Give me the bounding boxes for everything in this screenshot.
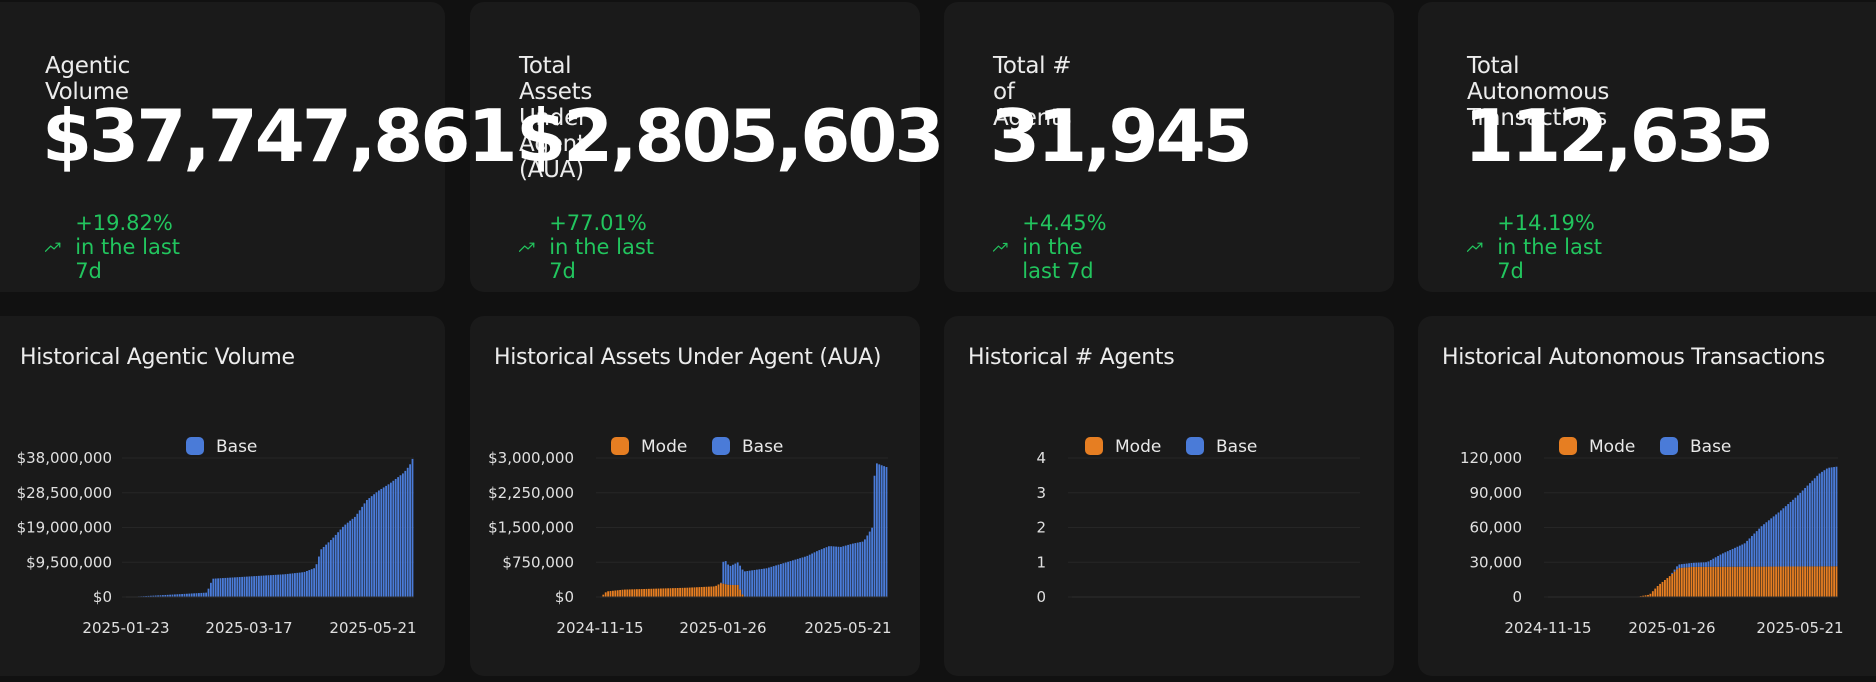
chart-title: Historical Autonomous Transactions xyxy=(1442,345,1825,370)
stat-title: Total Assets Under Agent (AUA) xyxy=(519,53,593,183)
stat-change: +77.01% in the last 7d xyxy=(519,211,665,283)
trending-up-icon xyxy=(993,242,1008,252)
stat-value: $2,805,603 xyxy=(516,94,944,178)
stat-change-text: +77.01% in the last 7d xyxy=(549,211,655,283)
stat-title: Total # of Agents xyxy=(993,53,1072,131)
chart-card-transactions xyxy=(1418,316,1876,676)
chart-title: Historical Assets Under Agent (AUA) xyxy=(494,345,882,370)
stat-change-text: +4.45% in the last 7d xyxy=(1022,211,1107,283)
stat-change: +19.82% in the last 7d xyxy=(45,211,191,283)
chart-card-agentic-volume xyxy=(0,316,445,676)
chart-title: Historical Agentic Volume xyxy=(20,345,295,370)
trending-up-icon xyxy=(519,242,535,252)
stat-change: +14.19% in the last 7d xyxy=(1467,211,1613,283)
chart-title: Historical # Agents xyxy=(968,345,1175,370)
stat-card-agentic-volume xyxy=(0,2,445,292)
stat-change-text: +19.82% in the last 7d xyxy=(75,211,181,283)
chart-card-agents xyxy=(944,316,1394,676)
stat-value: 31,945 xyxy=(990,94,1253,178)
trending-up-icon xyxy=(45,242,61,252)
stat-value: 112,635 xyxy=(1464,94,1774,178)
stat-card-transactions xyxy=(1418,2,1876,292)
stat-card-agents xyxy=(944,2,1394,292)
stat-title: Total Autonomous Transactions xyxy=(1467,53,1610,131)
chart-card-aua xyxy=(470,316,920,676)
stat-change: +4.45% in the last 7d xyxy=(993,211,1125,283)
trending-up-icon xyxy=(1467,242,1483,252)
stat-value: $37,747,861 xyxy=(42,94,518,178)
stat-card-aua xyxy=(470,2,920,292)
stat-title: Agentic Volume xyxy=(45,53,131,105)
stat-change-text: +14.19% in the last 7d xyxy=(1497,211,1603,283)
